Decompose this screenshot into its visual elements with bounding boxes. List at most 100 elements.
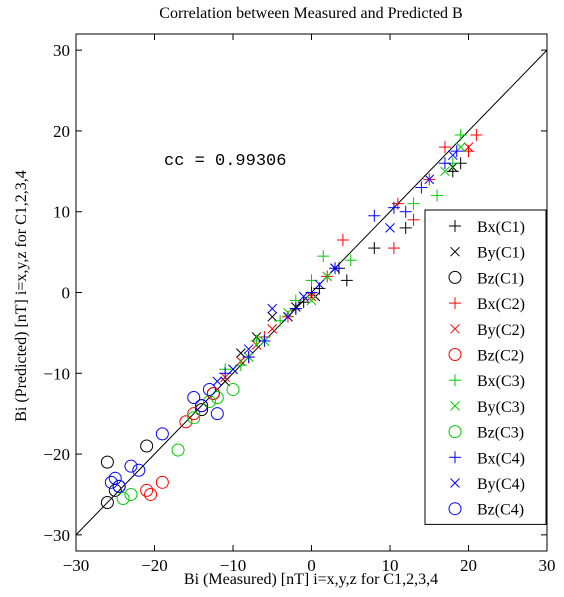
legend-marker — [448, 348, 462, 361]
data-point — [140, 483, 154, 497]
data-point — [344, 254, 357, 267]
legend-label: By(C3) — [477, 399, 525, 416]
data-point — [387, 242, 400, 255]
data-point — [454, 128, 467, 141]
data-point — [440, 166, 450, 177]
y-axis-label: Bi (Predicted) [nT] i=x,y,z for C1,2,3,4 — [13, 170, 30, 421]
data-point — [195, 403, 209, 417]
y-tick-label: −30 — [43, 526, 70, 545]
legend-marker — [449, 297, 461, 310]
data-point — [228, 364, 238, 375]
y-tick-label: 30 — [53, 41, 70, 60]
y-tick-label: 0 — [62, 284, 71, 303]
x-tick-label: 10 — [382, 556, 399, 575]
data-point — [463, 142, 474, 152]
data-point — [267, 303, 278, 314]
legend-marker — [449, 374, 461, 387]
data-point — [195, 399, 209, 413]
data-point — [385, 223, 395, 233]
data-point — [187, 407, 201, 421]
data-point — [283, 307, 293, 318]
data-point — [470, 128, 483, 141]
data-point — [144, 487, 158, 501]
data-point — [220, 376, 231, 387]
x-tick-label: −20 — [141, 556, 168, 575]
data-point — [330, 263, 340, 274]
data-point — [399, 205, 412, 218]
legend-label: Bz(C1) — [477, 270, 524, 287]
data-point — [447, 150, 458, 161]
data-point — [415, 181, 428, 194]
data-point — [243, 344, 254, 354]
data-point — [179, 415, 193, 429]
data-point — [187, 391, 201, 405]
data-point — [297, 296, 310, 309]
data-point — [322, 271, 333, 282]
data-point — [132, 463, 146, 477]
data-point — [438, 141, 451, 154]
data-point — [407, 213, 420, 226]
plot-area: −30 −20 −10 0 10 20 30 −30 −20 −10 0 10 20 30 — [43, 33, 556, 575]
series — [104, 382, 224, 493]
legend-label: By(C4) — [477, 476, 525, 493]
legend-marker — [450, 246, 460, 257]
data-point — [267, 323, 278, 334]
data-point — [242, 351, 255, 364]
legend-box — [424, 209, 547, 525]
x-tick-label: −10 — [220, 556, 247, 575]
legend-marker — [450, 401, 460, 411]
data-point — [155, 427, 169, 441]
data-point — [140, 439, 154, 453]
data-point — [455, 142, 466, 152]
data-point — [387, 201, 400, 214]
x-axis-label: Bi (Measured) [nT] i=x,y,z for C1,2,3,4 — [184, 571, 438, 588]
data-point — [289, 302, 302, 315]
data-point — [407, 197, 420, 210]
data-points — [100, 128, 483, 510]
legend-marker — [448, 270, 462, 284]
data-point — [258, 334, 271, 347]
x-tick-label: −30 — [63, 556, 90, 575]
legend-marker — [448, 425, 462, 439]
chart-title: Correlation between Measured and Predict… — [159, 5, 462, 22]
series — [116, 382, 240, 505]
data-point — [399, 221, 412, 234]
legend-marker — [450, 323, 460, 334]
y-tick-label: −10 — [43, 364, 70, 383]
series — [212, 150, 458, 387]
data-point — [368, 209, 381, 222]
data-point — [171, 443, 185, 457]
legend-marker — [449, 451, 461, 464]
data-point — [124, 459, 138, 473]
legend-marker — [450, 478, 460, 488]
x-tick-label: 20 — [460, 556, 477, 575]
data-point — [368, 242, 381, 255]
data-point — [226, 382, 240, 396]
data-point — [314, 279, 325, 290]
data-point — [210, 407, 224, 421]
data-point — [100, 455, 114, 469]
data-point — [267, 311, 278, 322]
legend: Bx(C1) By(C1) Bz(C1) Bx(C2) By(C2) Bz(C2) Bx(C… — [424, 209, 547, 525]
data-point — [206, 386, 220, 400]
data-point — [336, 233, 349, 246]
x-tick-label: 30 — [539, 556, 556, 575]
data-point — [283, 311, 293, 322]
y-tick-label: −20 — [43, 445, 70, 464]
data-point — [431, 189, 444, 202]
correlation-annotation: cc = 0.99306 — [164, 152, 286, 171]
legend-label: By(C1) — [477, 245, 525, 262]
data-point — [212, 376, 223, 387]
legend-marker — [448, 502, 462, 516]
legend-label: Bz(C4) — [477, 502, 524, 519]
data-point — [155, 475, 169, 489]
data-point — [202, 382, 216, 396]
data-point — [298, 291, 309, 302]
data-point — [187, 411, 201, 425]
legend-label: Bz(C3) — [477, 425, 524, 442]
series — [220, 162, 458, 387]
data-point — [235, 348, 246, 358]
data-point — [100, 496, 114, 510]
data-point — [306, 295, 317, 306]
